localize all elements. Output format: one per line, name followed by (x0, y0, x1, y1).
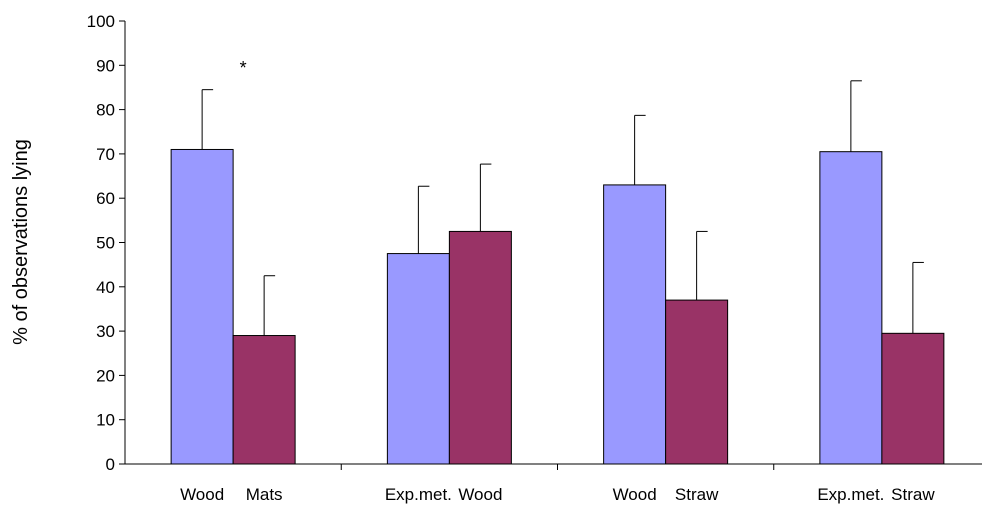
bar (665, 299, 729, 465)
category-label: Straw (675, 485, 719, 504)
y-tick-label: 50 (96, 234, 115, 253)
y-tick-label: 40 (96, 278, 115, 297)
category-label: Wood (613, 485, 657, 504)
y-tick-label: 80 (96, 101, 115, 120)
bar (819, 151, 883, 465)
category-label: Wood (180, 485, 224, 504)
plot-area: 0 10 20 30 40 50 60 70 80 90 100 Wood Mats * Exp.met. W… (87, 12, 982, 504)
y-tick-label: 0 (106, 455, 115, 474)
bar (232, 335, 296, 465)
category-label: Mats (246, 485, 283, 504)
bar (170, 148, 234, 465)
y-tick-label: 90 (96, 56, 115, 75)
category-label: Wood (458, 485, 502, 504)
y-tick-label: 20 (96, 366, 115, 385)
bar (881, 332, 945, 465)
bar (603, 184, 667, 465)
y-tick-label: 100 (87, 12, 115, 31)
y-axis-label: % of observations lying (10, 139, 32, 345)
y-tick-label: 10 (96, 411, 115, 430)
y-tick-label: 30 (96, 322, 115, 341)
bar (386, 253, 450, 465)
category-label: Exp.met. (817, 485, 884, 504)
category-label: Exp.met. (385, 485, 452, 504)
y-tick-label: 70 (96, 145, 115, 164)
category-label: Straw (891, 485, 935, 504)
y-tick-label: 60 (96, 189, 115, 208)
bar (448, 230, 512, 465)
significance-annotation: * (240, 58, 247, 78)
